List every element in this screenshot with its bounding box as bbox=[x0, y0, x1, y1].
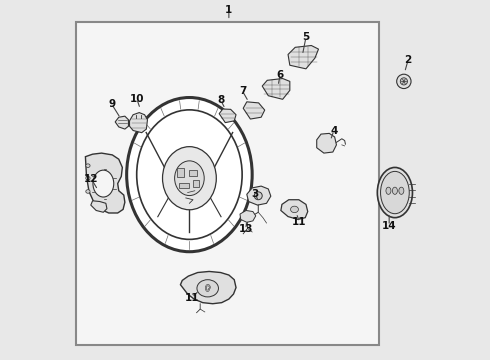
Text: 7: 7 bbox=[239, 86, 246, 96]
Polygon shape bbox=[180, 271, 236, 304]
Ellipse shape bbox=[86, 164, 90, 167]
Text: 11: 11 bbox=[292, 217, 307, 227]
Bar bbox=[177, 168, 184, 177]
Text: 10: 10 bbox=[129, 94, 144, 104]
Polygon shape bbox=[91, 201, 107, 212]
Polygon shape bbox=[247, 186, 271, 205]
Polygon shape bbox=[317, 134, 337, 153]
Circle shape bbox=[397, 74, 411, 89]
Text: 1: 1 bbox=[225, 5, 232, 15]
Text: 11: 11 bbox=[185, 293, 199, 303]
Ellipse shape bbox=[126, 98, 252, 252]
Text: 3: 3 bbox=[251, 189, 259, 199]
Polygon shape bbox=[115, 116, 128, 129]
Polygon shape bbox=[85, 153, 125, 213]
Bar bbox=[179, 183, 190, 188]
Ellipse shape bbox=[197, 280, 219, 297]
Polygon shape bbox=[281, 200, 308, 220]
Bar bbox=[189, 170, 197, 176]
Polygon shape bbox=[262, 78, 290, 99]
Ellipse shape bbox=[137, 110, 242, 239]
Ellipse shape bbox=[386, 187, 391, 194]
Bar bbox=[193, 180, 198, 187]
Ellipse shape bbox=[86, 190, 90, 193]
Ellipse shape bbox=[291, 206, 298, 213]
Circle shape bbox=[400, 78, 408, 85]
Text: 2: 2 bbox=[405, 55, 412, 65]
Text: 13: 13 bbox=[239, 225, 253, 234]
Text: 6: 6 bbox=[276, 70, 284, 80]
Text: 14: 14 bbox=[382, 221, 396, 231]
Ellipse shape bbox=[399, 187, 404, 194]
Ellipse shape bbox=[174, 161, 204, 195]
Ellipse shape bbox=[254, 192, 262, 200]
Ellipse shape bbox=[163, 147, 216, 210]
Ellipse shape bbox=[392, 187, 397, 194]
Text: 5: 5 bbox=[302, 32, 310, 42]
Bar bbox=[76, 22, 379, 345]
Ellipse shape bbox=[86, 176, 90, 180]
Text: 9: 9 bbox=[108, 99, 115, 109]
Ellipse shape bbox=[381, 171, 409, 214]
Polygon shape bbox=[129, 113, 147, 133]
Polygon shape bbox=[240, 211, 256, 222]
Text: 12: 12 bbox=[84, 174, 99, 184]
Polygon shape bbox=[243, 102, 265, 119]
Polygon shape bbox=[288, 45, 319, 69]
Text: 8: 8 bbox=[217, 95, 224, 105]
Ellipse shape bbox=[93, 170, 114, 197]
Polygon shape bbox=[219, 109, 236, 123]
Text: 4: 4 bbox=[330, 126, 338, 135]
Ellipse shape bbox=[377, 167, 413, 218]
